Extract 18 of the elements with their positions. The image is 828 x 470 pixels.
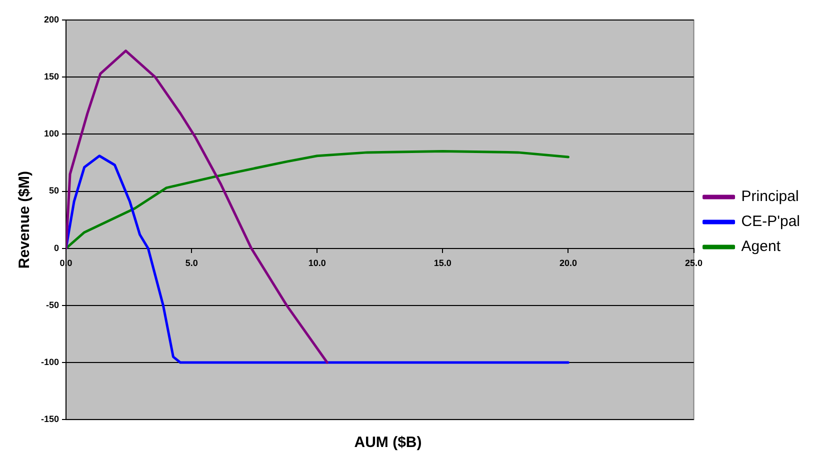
x-tick-label: 20.0 <box>559 258 577 268</box>
y-axis-title: Revenue ($M) <box>16 171 34 269</box>
legend-label: Agent <box>741 238 782 256</box>
y-tick-label: -100 <box>41 357 60 367</box>
y-tick-label: 100 <box>44 128 60 139</box>
x-tick-label: 15.0 <box>434 258 452 268</box>
x-tick-label: 5.0 <box>185 258 198 268</box>
y-tick-label: 50 <box>49 186 60 196</box>
y-tick-label: -50 <box>46 300 60 310</box>
y-tick-label: 150 <box>44 72 60 82</box>
legend-label: Principal <box>741 188 799 206</box>
x-tick-label: 10.0 <box>308 258 326 268</box>
y-tick-label: 0 <box>54 242 60 253</box>
x-axis-title: AUM ($B) <box>353 434 423 451</box>
legend-label: CE-P'pal <box>741 213 800 230</box>
y-tick-label: -150 <box>41 414 60 424</box>
y-tick-label: 200 <box>44 14 60 24</box>
x-tick-label: 25.0 <box>685 258 703 268</box>
